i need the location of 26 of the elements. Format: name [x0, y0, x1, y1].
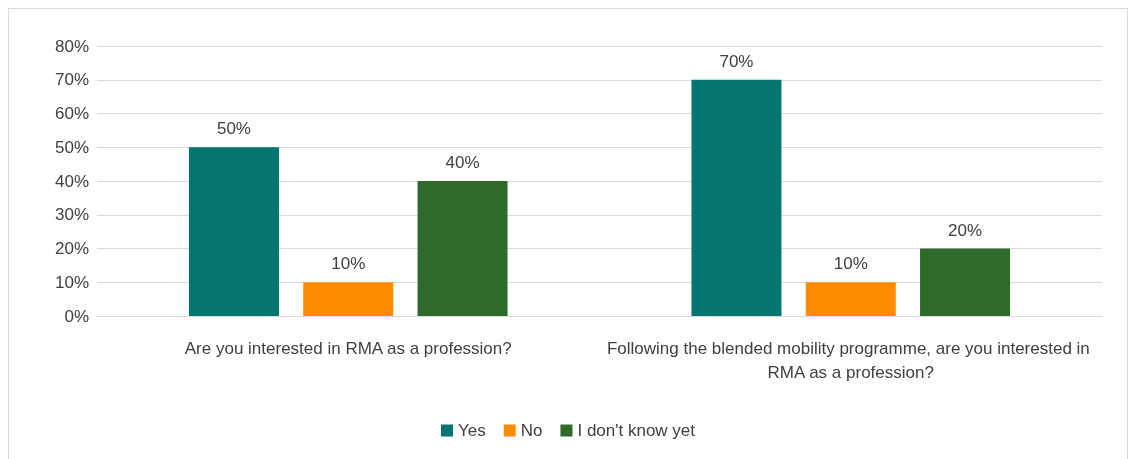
data-label: 10%: [331, 254, 366, 274]
y-tick-label: 70%: [54, 70, 89, 90]
bar: [691, 79, 782, 316]
bar: [417, 181, 508, 316]
y-tick-label: 10%: [54, 272, 89, 292]
data-label: 50%: [216, 119, 251, 139]
legend-label: I don't know yet: [577, 421, 696, 440]
legend-label: Yes: [457, 421, 486, 440]
bar: [303, 282, 394, 316]
y-tick-label: 60%: [54, 104, 89, 123]
bar: [920, 248, 1011, 316]
data-label: 40%: [445, 153, 480, 172]
bar: [805, 282, 896, 316]
data-label: 10%: [833, 254, 868, 274]
y-tick-label: 30%: [54, 205, 89, 225]
bar: [188, 147, 279, 316]
x-tick-label: Are you interested in RMA as a profession?: [184, 338, 512, 358]
y-tick-label: 50%: [54, 137, 89, 157]
y-tick-label: 80%: [54, 36, 89, 56]
data-label: 70%: [719, 51, 754, 71]
x-tick-label: Following the blended mobility programme, are you interested in RMA as a profession?: [606, 338, 1095, 382]
y-tick-label: 20%: [54, 239, 89, 258]
y-tick-label: 0%: [64, 306, 89, 326]
data-label: 20%: [948, 220, 983, 240]
y-tick-label: 40%: [54, 171, 89, 191]
legend-label: No: [520, 421, 543, 440]
